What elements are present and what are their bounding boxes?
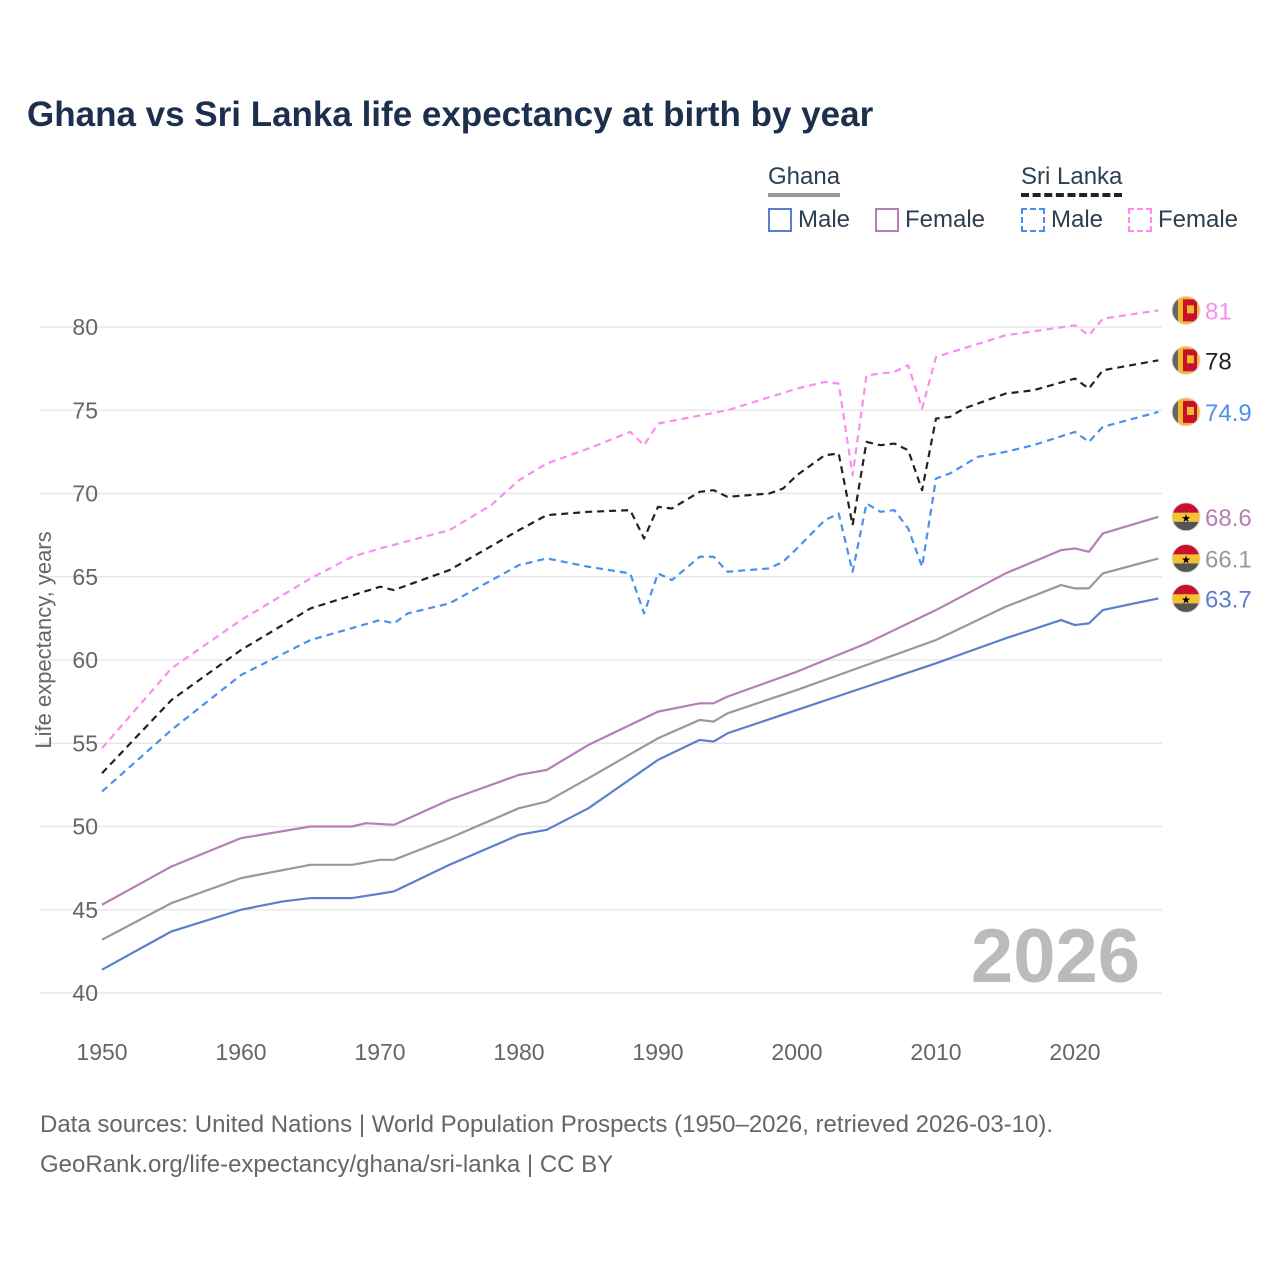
svg-text:★: ★ — [1181, 513, 1191, 525]
end-value-label: 66.1 — [1205, 546, 1252, 573]
legend-swatch-sri-lanka-male — [1021, 208, 1045, 232]
svg-text:★: ★ — [1181, 554, 1191, 566]
legend-label: Male — [1051, 206, 1104, 233]
legend-sri-lanka-header: Sri Lanka — [1021, 163, 1123, 197]
y-tick-label: 50 — [72, 814, 98, 840]
end-value-label: 63.7 — [1205, 586, 1252, 613]
end-value-label: 81 — [1205, 298, 1232, 325]
end-value-label: 74.9 — [1205, 400, 1252, 427]
y-tick-label: 80 — [72, 314, 98, 340]
series-line-ghana[interactable] — [101, 557, 1159, 941]
series-line-sri-lanka[interactable] — [101, 359, 1159, 774]
series-line-ghana-female[interactable] — [101, 515, 1159, 906]
ghana-flag-icon: ★ — [1171, 583, 1201, 613]
y-tick-label: 55 — [72, 730, 98, 756]
legend-label: Male — [798, 206, 851, 233]
legend-swatch-sri-lanka-female — [1128, 208, 1152, 232]
x-tick-label: 1960 — [215, 1039, 266, 1065]
svg-text:★: ★ — [1181, 594, 1191, 606]
x-tick-label: 2000 — [771, 1039, 822, 1065]
legend-ghana-header: Ghana — [768, 163, 841, 197]
x-tick-label: 1980 — [493, 1039, 544, 1065]
y-tick-label: 60 — [72, 647, 98, 673]
sri-lanka-flag-icon — [1171, 295, 1201, 325]
chart-title: Ghana vs Sri Lanka life expectancy at bi… — [27, 95, 874, 134]
sri-lanka-flag-icon — [1171, 397, 1201, 427]
legend-sri-lanka-female[interactable]: Female — [1128, 206, 1238, 234]
ghana-flag-icon: ★ — [1171, 502, 1201, 532]
sri-lanka-flag-icon — [1171, 345, 1201, 375]
legend-label: Female — [1158, 206, 1239, 233]
x-tick-label: 2010 — [910, 1039, 961, 1065]
x-tick-label: 1990 — [632, 1039, 683, 1065]
y-tick-label: 65 — [72, 564, 98, 590]
x-tick-label: 1970 — [354, 1039, 405, 1065]
year-watermark: 2026 — [971, 914, 1140, 999]
series-line-ghana-male[interactable] — [101, 597, 1159, 971]
legend-ghana-female[interactable]: Female — [875, 206, 985, 234]
source-note: Data sources: United Nations | World Pop… — [40, 1105, 1053, 1185]
legend-swatch-ghana-female — [875, 208, 899, 232]
source-url[interactable]: GeoRank.org/life-expectancy/ghana/sri-la… — [40, 1151, 614, 1178]
y-tick-label: 75 — [72, 397, 98, 423]
end-value-label: 68.6 — [1205, 505, 1252, 532]
legend-swatch-ghana-male — [768, 208, 792, 232]
series-line-sri-lanka-female[interactable] — [101, 309, 1159, 749]
x-tick-label: 1950 — [76, 1039, 127, 1065]
source-line-1: Data sources: United Nations | World Pop… — [40, 1111, 1054, 1138]
y-tick-label: 70 — [72, 481, 98, 507]
y-tick-label: 45 — [72, 897, 98, 923]
y-axis-label: Life expectancy, years — [31, 531, 56, 748]
series-line-sri-lanka-male[interactable] — [101, 410, 1159, 793]
x-tick-label: 2020 — [1049, 1039, 1100, 1065]
end-value-label: 78 — [1205, 348, 1232, 375]
legend-sri-lanka-male[interactable]: Male — [1021, 206, 1103, 234]
ghana-flag-icon: ★ — [1171, 543, 1201, 573]
legend-ghana-male[interactable]: Male — [768, 206, 850, 234]
y-tick-label: 40 — [72, 980, 98, 1006]
legend-label: Female — [905, 206, 986, 233]
